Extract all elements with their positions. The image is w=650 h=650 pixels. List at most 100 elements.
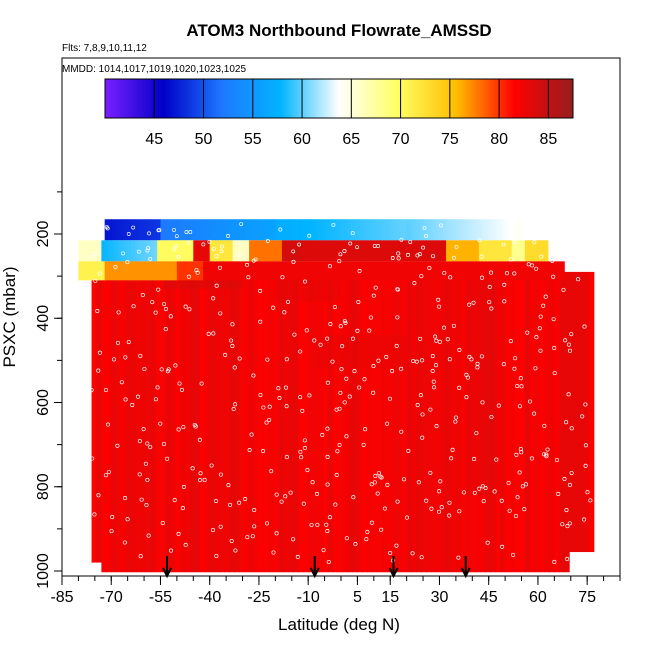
sample-point [160, 520, 165, 526]
upper-band-cell [426, 240, 431, 262]
sample-point [229, 538, 234, 544]
curtain-strip [421, 263, 427, 573]
upper-band-cell [400, 240, 404, 262]
sample-point [330, 359, 335, 364]
sample-point [583, 443, 588, 448]
sample-point [342, 400, 347, 405]
upper-band-cell [518, 240, 523, 262]
sample-point [450, 447, 455, 452]
curtain-strip [239, 263, 245, 573]
sample-point [226, 233, 231, 238]
sample-point [419, 274, 424, 279]
sample-point [333, 502, 338, 507]
upper-band-cell [465, 240, 470, 262]
upper-band-cell [140, 240, 145, 262]
upper-band-cell [226, 240, 230, 262]
upper-band-cell [94, 240, 99, 262]
x-tick-label: 5 [353, 589, 362, 606]
upper-band-cell [406, 219, 411, 241]
curtain-strip [244, 263, 250, 573]
upper-band-cell [459, 261, 464, 281]
sample-point [297, 242, 302, 247]
sample-point [195, 270, 200, 275]
sample-point [302, 279, 308, 284]
curtain-strip [150, 263, 157, 573]
sample-point [218, 311, 223, 316]
sample-point [295, 554, 300, 559]
sample-point [153, 310, 158, 315]
curtain-strip [391, 263, 398, 573]
upper-band-cell [400, 261, 404, 281]
upper-band-cell [547, 261, 552, 281]
upper-band-cell [357, 240, 362, 262]
sample-point [342, 249, 347, 254]
upper-band-cell [84, 261, 89, 281]
upper-band-cell [232, 261, 237, 281]
curtain-strip [578, 271, 585, 553]
upper-band-cell [186, 261, 191, 281]
sample-point [456, 555, 461, 560]
upper-band-cell [360, 261, 365, 281]
sample-point [582, 517, 587, 522]
sample-point [415, 403, 420, 408]
sample-point [550, 258, 555, 263]
curtain-strip [155, 263, 162, 573]
upper-band-cell [324, 261, 329, 281]
sample-point [214, 553, 219, 559]
sample-point [258, 319, 263, 324]
sample-point [420, 412, 425, 417]
sample-point [566, 342, 571, 347]
upper-band-cell [157, 261, 162, 281]
upper-band-cell [334, 240, 339, 262]
sample-points [89, 222, 593, 565]
upper-band-cell [452, 261, 457, 281]
upper-band-cell [551, 261, 555, 281]
sample-point [181, 484, 186, 489]
sample-point [410, 551, 415, 556]
x-tick-label: 30 [431, 589, 449, 606]
upper-band-cell [472, 240, 477, 262]
sample-point [144, 503, 149, 508]
upper-band-cell [134, 219, 139, 241]
upper-band-cell [111, 219, 116, 241]
curtain-strip [332, 263, 339, 573]
upper-band-cell [485, 219, 490, 241]
sample-point [325, 336, 330, 341]
sample-point [265, 357, 270, 362]
upper-band-cell [488, 219, 493, 241]
upper-band-cell [137, 219, 142, 241]
upper-band-cell [386, 219, 391, 241]
upper-band-cell [117, 240, 122, 262]
upper-band-cell [124, 219, 129, 241]
sample-point [422, 225, 427, 230]
upper-band-cell [235, 261, 240, 281]
sample-point [218, 524, 223, 529]
upper-band-cell [449, 240, 454, 262]
sample-point [123, 397, 128, 402]
upper-band-cell [239, 219, 244, 241]
upper-band-cell [262, 240, 267, 262]
upper-band-cell [288, 219, 293, 241]
sample-point [406, 448, 411, 453]
sample-point [361, 442, 366, 447]
curtain-strip [278, 263, 285, 573]
upper-band-cell [147, 219, 152, 241]
upper-band-cell [229, 219, 234, 241]
curtain-strip [554, 263, 560, 573]
sample-point [537, 326, 542, 331]
sample-point [477, 486, 482, 491]
sample-point [368, 315, 373, 320]
upper-band-cell [472, 261, 477, 281]
upper-band-cell [206, 261, 211, 281]
upper-band-cell [255, 219, 260, 241]
upper-band-cell [488, 240, 493, 262]
sample-point [472, 456, 477, 462]
upper-band-cell [396, 219, 401, 241]
upper-band-cell [140, 261, 145, 281]
sample-point [325, 482, 330, 487]
sample-point [279, 499, 284, 504]
sample-point [399, 237, 404, 242]
upper-band-cell [124, 261, 129, 281]
sample-point [172, 247, 177, 252]
upper-band-cell [367, 240, 372, 262]
